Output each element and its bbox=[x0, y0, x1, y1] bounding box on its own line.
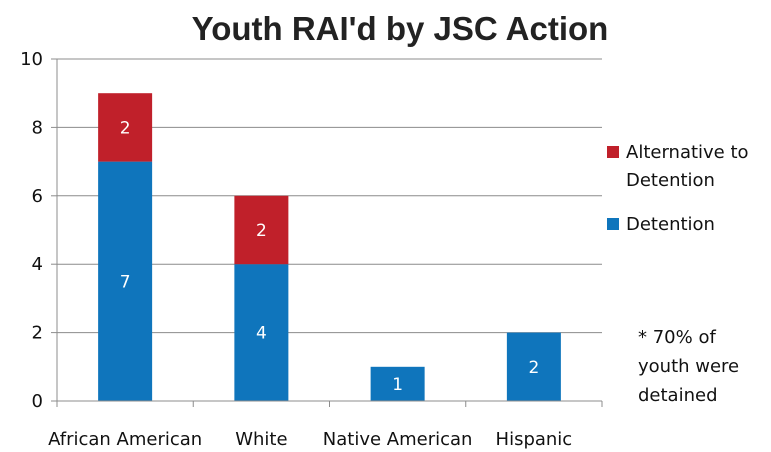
bars: 7 2 4 2 1 2 bbox=[98, 93, 561, 401]
y-tick-label: 10 bbox=[20, 49, 43, 70]
x-tick-label: African American bbox=[48, 429, 202, 450]
data-label: 1 bbox=[392, 375, 403, 395]
annotation-line: youth were bbox=[638, 356, 739, 377]
annotation-note: * 70% of youth were detained bbox=[638, 327, 739, 406]
bar-segment bbox=[370, 366, 425, 401]
bar-segment bbox=[234, 195, 289, 265]
chart-title: Youth RAI'd by JSC Action bbox=[192, 10, 609, 47]
annotation-line: * 70% of bbox=[638, 327, 716, 348]
y-tick-label: 0 bbox=[32, 391, 43, 412]
data-label: 2 bbox=[256, 221, 267, 241]
data-label: 7 bbox=[120, 272, 131, 292]
data-label: 2 bbox=[120, 118, 131, 138]
legend-swatch bbox=[607, 218, 619, 230]
y-tick-label: 8 bbox=[32, 117, 43, 138]
legend-label: Alternative to bbox=[626, 142, 749, 163]
y-tick-label: 2 bbox=[32, 323, 43, 344]
y-tick-label: 6 bbox=[32, 186, 43, 207]
y-tick-label: 4 bbox=[32, 254, 43, 275]
data-label: 2 bbox=[528, 358, 539, 378]
annotation-line: detained bbox=[638, 385, 718, 406]
x-tick-label: Native American bbox=[323, 429, 473, 450]
bar-segment bbox=[98, 93, 153, 162]
x-tick-label: Hispanic bbox=[496, 429, 573, 450]
bar-segment bbox=[98, 161, 153, 401]
data-label: 4 bbox=[256, 324, 267, 344]
x-axis: African American White Native American Hisp… bbox=[48, 400, 603, 450]
legend-label: Detention bbox=[626, 170, 715, 191]
bar-segment bbox=[234, 264, 289, 401]
legend: Alternative to Detention Detention bbox=[607, 142, 749, 235]
bar-segment bbox=[506, 332, 561, 401]
y-axis: 0 2 4 6 8 10 bbox=[20, 49, 58, 412]
legend-swatch bbox=[607, 146, 619, 158]
x-tick-label: White bbox=[235, 429, 287, 450]
legend-label: Detention bbox=[626, 214, 715, 235]
